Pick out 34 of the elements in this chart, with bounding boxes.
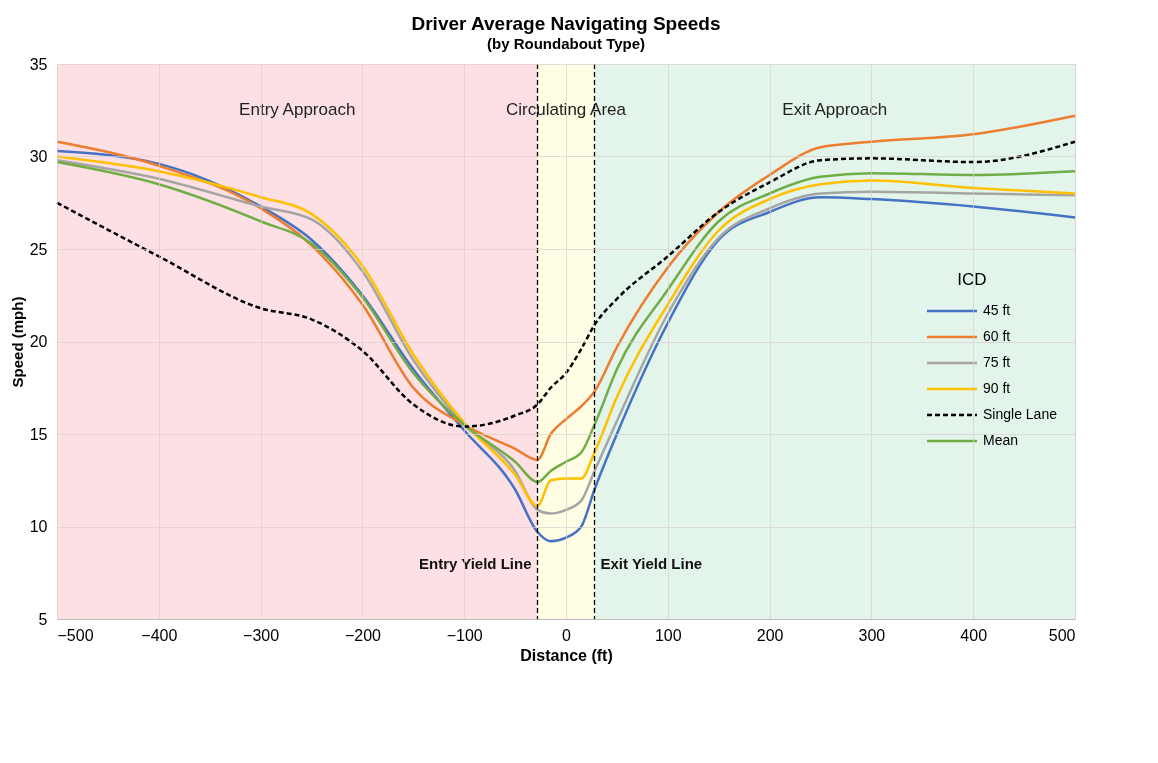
- x-tick-label: 500: [1048, 626, 1076, 644]
- y-axis-title: Speed (mph): [8, 296, 26, 388]
- y-tick-label: 5: [38, 610, 48, 628]
- x-tick-label: −400: [141, 626, 178, 644]
- legend-label: 60 ft: [983, 328, 1011, 344]
- y-tick-label: 20: [29, 333, 48, 350]
- y-tick-label: 30: [29, 148, 48, 165]
- x-tick-label: 0: [562, 626, 572, 644]
- legend-label: 45 ft: [983, 302, 1011, 318]
- x-tick-label: 200: [756, 626, 784, 644]
- chart-subtitle: (by Roundabout Type): [486, 35, 646, 52]
- x-tick-label: −100: [446, 626, 483, 644]
- x-axis-title: Distance (ft): [520, 646, 613, 664]
- band-label: Exit Approach: [782, 100, 888, 119]
- chart-title: Driver Average Navigating Speeds: [411, 13, 721, 34]
- legend-label: 90 ft: [983, 380, 1011, 396]
- x-tick-label: −500: [57, 626, 94, 644]
- x-tick-label: −300: [243, 626, 280, 644]
- legend-label: 75 ft: [983, 354, 1011, 370]
- x-tick-label: 400: [960, 626, 988, 644]
- x-tick-label: 300: [858, 626, 886, 644]
- y-tick-label: 15: [29, 425, 48, 443]
- ref-line-label: Exit Yield Line: [600, 555, 703, 572]
- y-tick-label: 10: [29, 518, 48, 535]
- ref-line-label: Entry Yield Line: [418, 555, 532, 572]
- y-tick-label: 25: [29, 240, 48, 258]
- x-tick-label: −200: [344, 626, 382, 644]
- legend-title: ICD: [957, 270, 987, 289]
- y-tick-label: 35: [29, 55, 48, 73]
- x-tick-label: 100: [654, 626, 682, 644]
- legend-label: Single Lane: [983, 406, 1058, 422]
- legend-label: Mean: [983, 432, 1019, 448]
- band-label: Entry Approach: [239, 100, 356, 119]
- band-label: Circulating Area: [505, 100, 627, 119]
